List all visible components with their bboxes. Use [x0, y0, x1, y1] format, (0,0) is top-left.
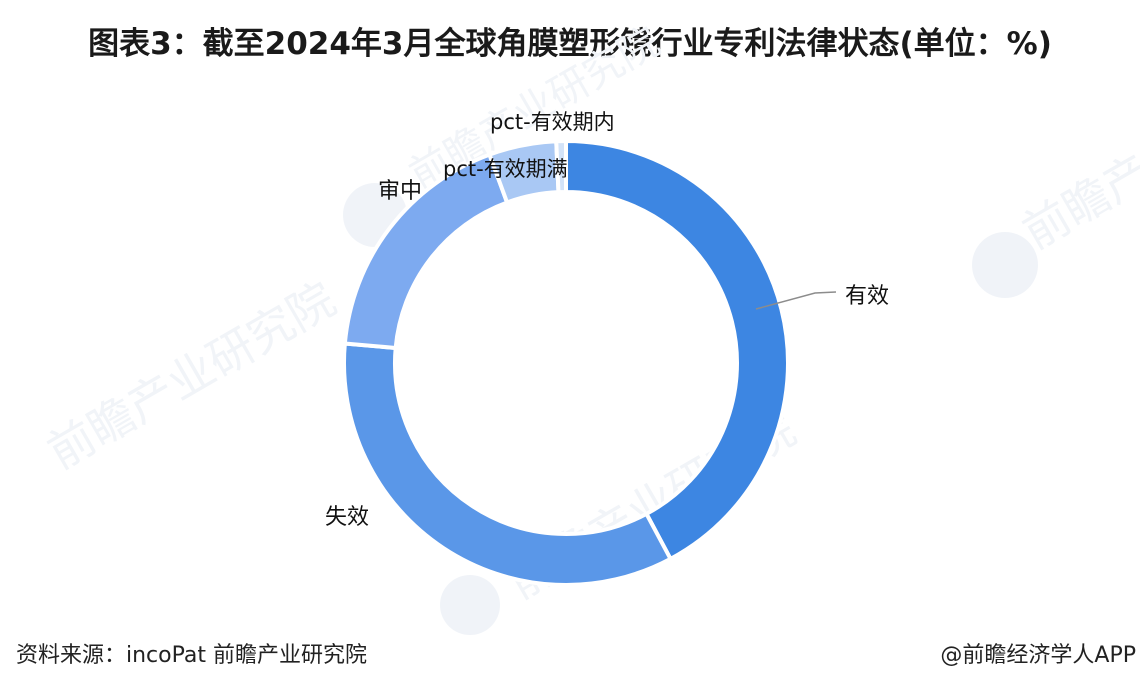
- donut-segment-2: [342, 152, 510, 351]
- label-pct-expired: pct-有效期满: [443, 157, 568, 181]
- chart-title: 图表3：截至2024年3月全球角膜塑形镜行业专利法律状态(单位：%): [88, 26, 1052, 62]
- donut-segment-1: [342, 341, 674, 587]
- label-valid: 有效: [845, 284, 890, 309]
- credit-note: @前瞻经济学人APP: [940, 643, 1136, 668]
- label-invalid: 失效: [325, 505, 370, 530]
- source-note: 资料来源：incoPat 前瞻产业研究院: [16, 643, 367, 668]
- donut-segment-4: [554, 138, 568, 195]
- label-pending: 审中: [378, 179, 423, 204]
- donut-segment-0: [564, 138, 790, 562]
- label-pct-in-term: pct-有效期内: [490, 110, 615, 134]
